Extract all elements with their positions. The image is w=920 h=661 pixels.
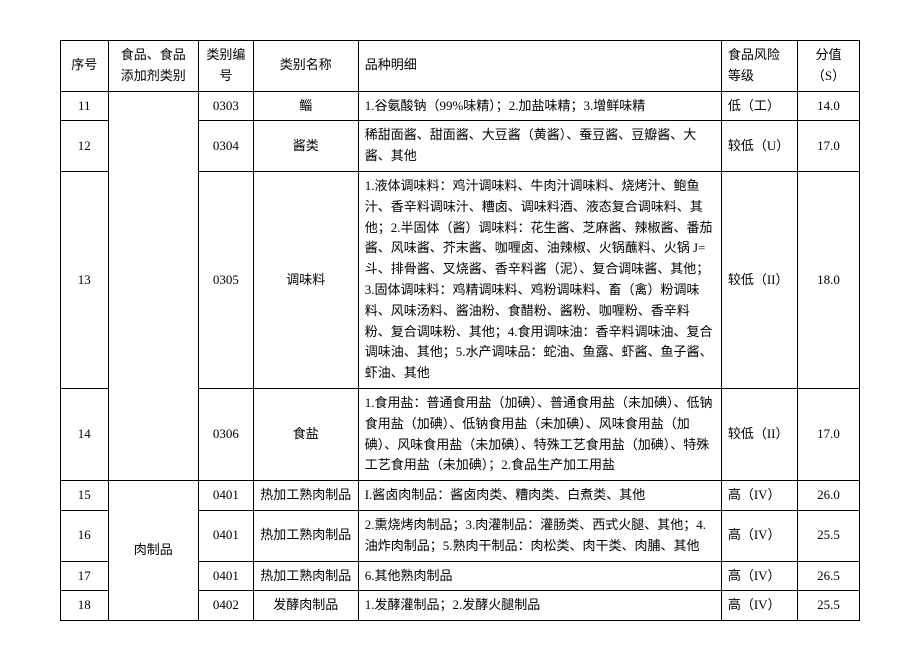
cell-score: 26.5 <box>798 561 860 591</box>
cell-risk: 较低（II） <box>721 388 797 480</box>
cell-score: 17.0 <box>798 121 860 172</box>
cell-code: 0401 <box>199 481 254 511</box>
cell-seq: 14 <box>61 388 109 480</box>
cell-detail: 2.熏烧烤肉制品；3.肉灌制品：灌肠类、西式火腿、其他；4.油炸肉制品；5.熟肉… <box>358 510 721 561</box>
cell-detail: I.酱卤肉制品：酱卤肉类、糟肉类、白煮类、其他 <box>358 481 721 511</box>
cell-name: 热加工熟肉制品 <box>253 561 358 591</box>
cell-name: 发酵肉制品 <box>253 591 358 621</box>
cell-seq: 17 <box>61 561 109 591</box>
cell-name: 食盐 <box>253 388 358 480</box>
cell-code: 0401 <box>199 510 254 561</box>
cell-category-group <box>108 91 199 481</box>
header-detail: 品种明细 <box>358 41 721 92</box>
cell-score: 26.0 <box>798 481 860 511</box>
cell-risk: 高（IV） <box>721 510 797 561</box>
header-seq: 序号 <box>61 41 109 92</box>
table-row: 15 肉制品 0401 热加工熟肉制品 I.酱卤肉制品：酱卤肉类、糟肉类、白煮类… <box>61 481 860 511</box>
cell-score: 18.0 <box>798 171 860 388</box>
header-row: 序号 食品、食品添加剂类别 类别编号 类别名称 品种明细 食品风险等级 分值（S… <box>61 41 860 92</box>
cell-risk: 高（IV） <box>721 591 797 621</box>
cell-score: 25.5 <box>798 510 860 561</box>
cell-detail: 6.其他熟肉制品 <box>358 561 721 591</box>
cell-name: 热加工熟肉制品 <box>253 481 358 511</box>
cell-code: 0401 <box>199 561 254 591</box>
header-name: 类别名称 <box>253 41 358 92</box>
cell-name: 酱类 <box>253 121 358 172</box>
cell-code: 0402 <box>199 591 254 621</box>
header-code: 类别编号 <box>199 41 254 92</box>
cell-risk: 较低（U） <box>721 121 797 172</box>
header-category: 食品、食品添加剂类别 <box>108 41 199 92</box>
cell-risk: 低（工） <box>721 91 797 121</box>
cell-code: 0305 <box>199 171 254 388</box>
cell-seq: 15 <box>61 481 109 511</box>
cell-name: 热加工熟肉制品 <box>253 510 358 561</box>
cell-detail: 1.液体调味料：鸡汁调味料、牛肉汁调味料、烧烤汁、鲍鱼汁、香辛料调味汁、糟卤、调… <box>358 171 721 388</box>
food-risk-table: 序号 食品、食品添加剂类别 类别编号 类别名称 品种明细 食品风险等级 分值（S… <box>60 40 860 621</box>
cell-category-group: 肉制品 <box>108 481 199 621</box>
cell-code: 0306 <box>199 388 254 480</box>
cell-detail: 1.谷氨酸钠（99%味精）；2.加盐味精；3.增鲜味精 <box>358 91 721 121</box>
header-score: 分值（S） <box>798 41 860 92</box>
cell-risk: 较低（II） <box>721 171 797 388</box>
cell-seq: 12 <box>61 121 109 172</box>
cell-detail: 稀甜面酱、甜面酱、大豆酱（黄酱）、蚕豆酱、豆瓣酱、大酱、其他 <box>358 121 721 172</box>
cell-risk: 高（IV） <box>721 481 797 511</box>
cell-detail: 1.食用盐：普通食用盐（加碘）、普通食用盐（未加碘）、低钠食用盐（加碘）、低钠食… <box>358 388 721 480</box>
table-row: 11 0303 鲻 1.谷氨酸钠（99%味精）；2.加盐味精；3.增鲜味精 低（… <box>61 91 860 121</box>
cell-seq: 16 <box>61 510 109 561</box>
cell-seq: 13 <box>61 171 109 388</box>
cell-score: 17.0 <box>798 388 860 480</box>
cell-code: 0304 <box>199 121 254 172</box>
cell-seq: 18 <box>61 591 109 621</box>
header-risk: 食品风险等级 <box>721 41 797 92</box>
cell-name: 调味料 <box>253 171 358 388</box>
cell-name: 鲻 <box>253 91 358 121</box>
cell-detail: 1.发酵灌制品；2.发酵火腿制品 <box>358 591 721 621</box>
cell-risk: 高（IV） <box>721 561 797 591</box>
cell-code: 0303 <box>199 91 254 121</box>
cell-score: 25.5 <box>798 591 860 621</box>
cell-score: 14.0 <box>798 91 860 121</box>
cell-seq: 11 <box>61 91 109 121</box>
